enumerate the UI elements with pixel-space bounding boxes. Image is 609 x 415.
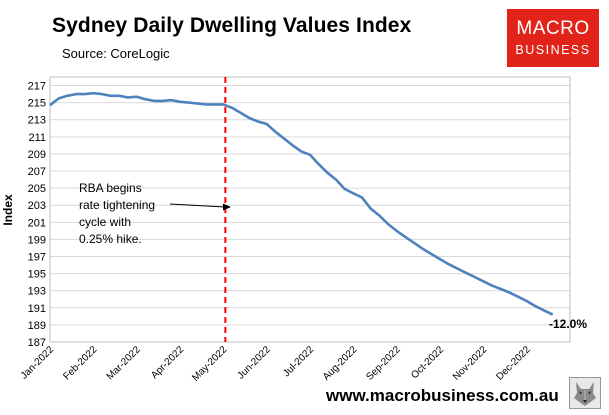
x-tick-label: Jun-2022	[236, 344, 274, 382]
y-tick-label: 217	[28, 81, 46, 93]
event-annotation: RBA begins rate tightening cycle with 0.…	[79, 181, 231, 246]
x-tick-label: Nov-2022	[451, 344, 490, 383]
annotation-line-1: RBA begins	[79, 181, 142, 195]
x-tick-label: Jan-2022	[19, 344, 57, 382]
annotation-line-2: rate tightening	[79, 198, 155, 212]
y-tick-label: 191	[28, 303, 46, 315]
x-tick-label: Mar-2022	[105, 344, 143, 382]
series-line-sydney	[49, 91, 554, 316]
logo-line-1: MACRO	[516, 18, 590, 39]
plot-frame	[49, 76, 571, 343]
x-tick-label: Dec-2022	[494, 344, 533, 383]
annotation-line-3: cycle with	[79, 215, 131, 229]
y-tick-label: 195	[28, 269, 46, 281]
x-tick-label: Apr-2022	[149, 344, 186, 381]
annotation-arrowhead	[223, 203, 231, 211]
y-tick-label: 193	[28, 286, 46, 298]
y-tick-label: 201	[28, 217, 46, 229]
annotation-line-4: 0.25% hike.	[79, 232, 142, 246]
y-tick-label: 209	[28, 149, 46, 161]
y-tick-label: 215	[28, 98, 46, 110]
y-tick-label: 197	[28, 252, 46, 264]
x-tick-label: May-2022	[190, 344, 230, 384]
chart-source: Source: CoreLogic	[62, 46, 170, 61]
annotation-arrow	[169, 203, 226, 208]
y-tick-label: 203	[28, 200, 46, 212]
y-tick-label: 205	[28, 183, 46, 195]
wolf-icon	[570, 378, 600, 408]
y-tick-label: 189	[28, 320, 46, 332]
x-tick-label: Oct-2022	[409, 344, 446, 381]
grid-lines	[50, 85, 570, 343]
x-tick-label: Sep-2022	[364, 344, 403, 383]
x-tick-label: Jul-2022	[281, 344, 316, 379]
y-tick-label: 207	[28, 166, 46, 178]
y-tick-label: 199	[28, 234, 46, 246]
footer-url[interactable]: www.macrobusiness.com.au	[326, 386, 559, 405]
y-tick-label: 187	[28, 337, 46, 349]
macrobusiness-logo[interactable]: MACRO BUSINESS	[507, 9, 599, 67]
y-axis-label: Index	[1, 194, 15, 226]
x-tick-labels: Jan-2022 Feb-2022 Mar-2022 Apr-2022 May-2022…	[19, 344, 533, 384]
end-value-label: -12.0%	[549, 317, 587, 331]
wolf-logo	[569, 377, 601, 409]
chart-title: Sydney Daily Dwelling Values Index	[52, 14, 412, 37]
x-tick-label: Feb-2022	[61, 344, 99, 382]
y-tick-label: 213	[28, 115, 46, 127]
y-tick-label: 211	[28, 132, 46, 144]
y-tick-labels: 187 189 191 193 195 197 199 201 203 205 207 209 211 2…	[28, 81, 46, 349]
x-tick-label: Aug-2022	[321, 344, 360, 383]
logo-line-2: BUSINESS	[515, 43, 591, 57]
